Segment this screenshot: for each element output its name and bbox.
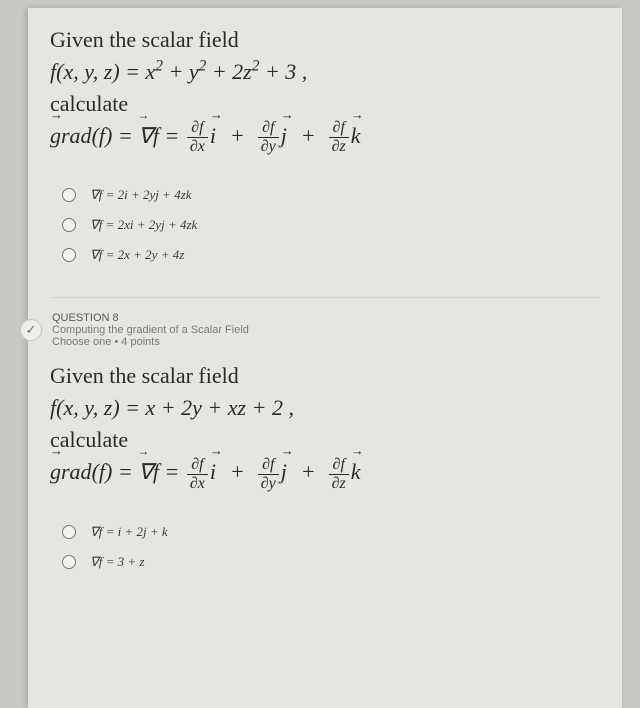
q7-option-2-text: ∇f = 2xi + 2yj + 4zk bbox=[90, 217, 197, 233]
radio-icon[interactable] bbox=[62, 218, 76, 232]
q8-options: ∇f = i + 2j + k ∇f = 3 + z bbox=[50, 506, 600, 580]
q8-line1: Given the scalar field bbox=[50, 363, 239, 388]
q7-options: ∇f = 2i + 2yj + 4zk ∇f = 2xi + 2yj + 4zk… bbox=[50, 169, 600, 273]
q8-subtitle: Computing the gradient of a Scalar Field bbox=[52, 324, 249, 336]
q7-prompt: Given the scalar field f(x, y, z) = x2 +… bbox=[50, 24, 600, 155]
q7-option-1-text: ∇f = 2i + 2yj + 4zk bbox=[90, 187, 192, 203]
q7-option-2[interactable]: ∇f = 2xi + 2yj + 4zk bbox=[62, 217, 600, 233]
q8-label: QUESTION 8 bbox=[52, 312, 249, 324]
radio-icon[interactable] bbox=[62, 248, 76, 262]
radio-icon[interactable] bbox=[62, 188, 76, 202]
q8-function: f(x, y, z) = x + 2y + xz + 2 , bbox=[50, 395, 294, 420]
q8-option-1[interactable]: ∇f = i + 2j + k bbox=[62, 524, 600, 540]
q8-header: ✓ QUESTION 8 Computing the gradient of a… bbox=[50, 297, 600, 348]
q8-option-2[interactable]: ∇f = 3 + z bbox=[62, 554, 600, 570]
q7-grad-equation: grad(f) = ∇f = ∂f∂xi + ∂f∂yj + ∂f∂zk bbox=[50, 123, 361, 148]
q7-option-3[interactable]: ∇f = 2x + 2y + 4z bbox=[62, 247, 600, 263]
q8-option-1-text: ∇f = i + 2j + k bbox=[90, 524, 168, 540]
q7-line1: Given the scalar field bbox=[50, 27, 239, 52]
check-icon: ✓ bbox=[20, 319, 42, 341]
q8-header-text: QUESTION 8 Computing the gradient of a S… bbox=[52, 312, 249, 348]
radio-icon[interactable] bbox=[62, 525, 76, 539]
q7-option-3-text: ∇f = 2x + 2y + 4z bbox=[90, 247, 184, 263]
q7-option-1[interactable]: ∇f = 2i + 2yj + 4zk bbox=[62, 187, 600, 203]
q8-prompt: Given the scalar field f(x, y, z) = x + … bbox=[50, 360, 600, 491]
q8-option-2-text: ∇f = 3 + z bbox=[90, 554, 144, 570]
q7-function: f(x, y, z) = x2 + y2 + 2z2 + 3 , bbox=[50, 59, 307, 84]
q8-grad-equation: grad(f) = ∇f = ∂f∂xi + ∂f∂yj + ∂f∂zk bbox=[50, 459, 361, 484]
radio-icon[interactable] bbox=[62, 555, 76, 569]
q8-points: Choose one • 4 points bbox=[52, 336, 249, 348]
quiz-page: Given the scalar field f(x, y, z) = x2 +… bbox=[28, 8, 622, 708]
